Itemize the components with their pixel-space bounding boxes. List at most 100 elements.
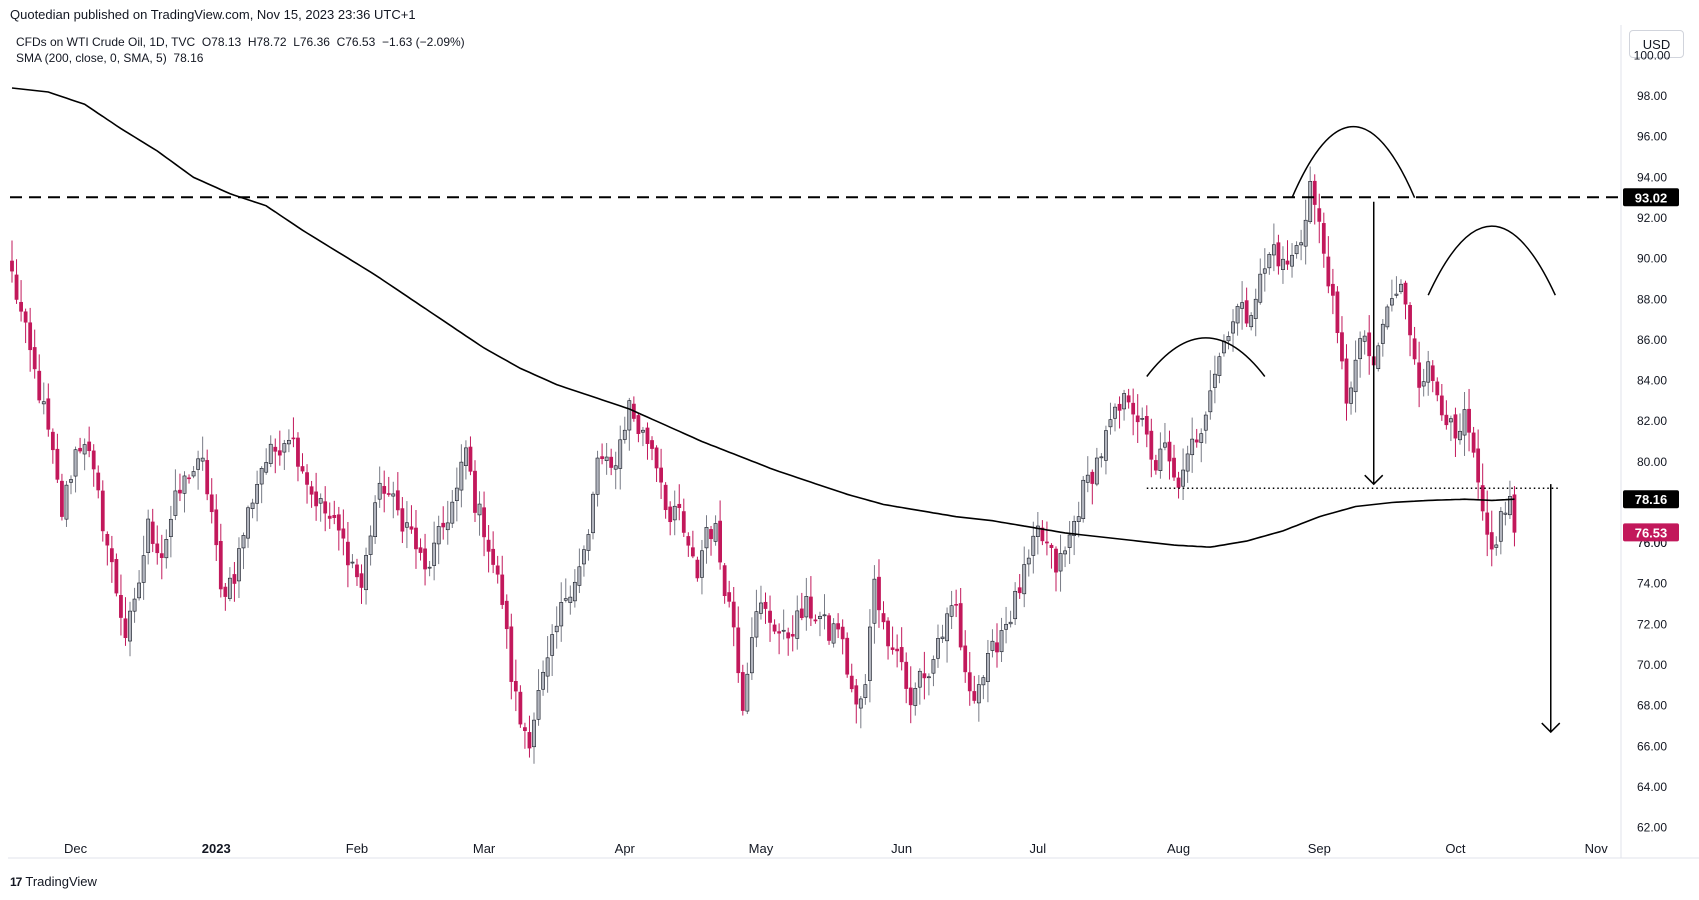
candle-up [822,614,827,617]
candle-up [477,503,482,516]
candle-up [577,566,582,586]
y-tick-label: 88.00 [1637,292,1667,306]
candle-up [164,539,169,559]
candle-up [227,577,232,599]
candle-up [868,626,872,681]
tradingview-brand: 17 TradingView [10,874,97,889]
candle-down [187,477,191,480]
candle-down [300,466,305,472]
candle-down [1439,395,1444,416]
shoulder-arc [1291,125,1416,198]
candle-up [1067,534,1072,548]
candle-up [168,518,173,537]
candle-down [23,311,28,323]
candle-down [768,610,772,623]
y-tick-label: 98.00 [1637,89,1667,103]
candle-down [50,431,55,451]
candle-up [259,468,264,485]
candle-up [917,670,922,688]
candle-down [473,470,477,513]
candle-down [155,543,160,554]
candle-up [146,518,151,553]
arrow-head [1541,722,1561,734]
candle-up [1013,590,1018,620]
symbol-ohlc-line: CFDs on WTI Crude Oil, 1D, TVC O78.13 H7… [16,35,465,49]
candle-up [1108,419,1113,428]
candle-up [173,490,178,516]
candle-up [454,487,459,502]
candle-down [100,490,105,532]
candle-down [600,456,604,459]
candle-down [1344,358,1349,404]
candle-down [109,548,114,563]
candle-down [686,536,691,546]
candle-down [1435,381,1440,396]
time-axis: Dec 2023 Feb Mar Apr May Jun Jul Aug Sep Oct Nov [64,841,1608,856]
resistance-price-label: 93.02 [1635,190,1668,205]
candle-down [209,494,214,513]
candle-up [554,625,559,633]
candle-down [1153,460,1158,471]
candle-up [622,429,627,440]
candle-down [1176,477,1181,488]
candle-down [813,619,818,622]
candle-down [78,447,82,452]
candle-up [945,613,949,642]
x-tick-label: Nov [1585,841,1609,856]
candle-up [1308,181,1313,223]
candle-down [899,647,904,663]
sma-200-line [11,87,1515,548]
candle-down [1167,441,1172,462]
candle-up [282,443,287,453]
candle-down [845,637,850,675]
y-tick-label: 86.00 [1637,333,1667,347]
candle-down [1453,414,1458,439]
candle-up [804,596,809,618]
candle-down [386,493,391,495]
y-tick-label: 92.00 [1637,211,1667,225]
candle-down [214,509,219,546]
candle-up [541,671,545,690]
candlestick-series [10,166,1517,764]
y-tick-label: 100.00 [1634,48,1671,62]
candle-up [749,637,754,674]
candle-up [264,462,269,473]
candle-up [450,501,455,524]
candle-up [1099,456,1104,459]
candle-down [790,634,795,637]
candle-up [1031,535,1036,556]
candle-down [1444,414,1449,426]
candle-up [1140,418,1145,420]
candle-up [1185,453,1190,472]
candle-up [591,493,595,534]
y-tick-label: 74.00 [1637,577,1667,591]
x-tick-label: Apr [615,841,636,856]
candle-up [536,690,541,720]
sma-price-label-box [1623,490,1679,509]
candle-down [150,521,155,544]
candle-down [105,534,110,546]
candle-up [795,610,800,639]
candle-up [618,439,623,469]
shoulder-arc [1427,225,1556,296]
candle-up [427,566,432,569]
candle-down [1367,332,1372,357]
candle-up [196,458,200,470]
candle-down [55,448,60,480]
x-tick-label: May [749,841,774,856]
y-tick-label: 96.00 [1637,130,1667,144]
currency-button[interactable]: USD [1629,30,1684,58]
x-tick-label: Mar [473,841,496,856]
candle-down [786,632,791,639]
candle-down [1417,362,1422,388]
candle-down [1049,544,1054,548]
candle-down [32,347,37,370]
candle-down [277,450,282,456]
candle-up [1235,306,1240,324]
arrow-head [1364,474,1384,486]
candle-up [1303,219,1308,247]
candle-up [445,522,450,531]
candle-down [1321,223,1326,254]
candle-up [1426,361,1431,383]
